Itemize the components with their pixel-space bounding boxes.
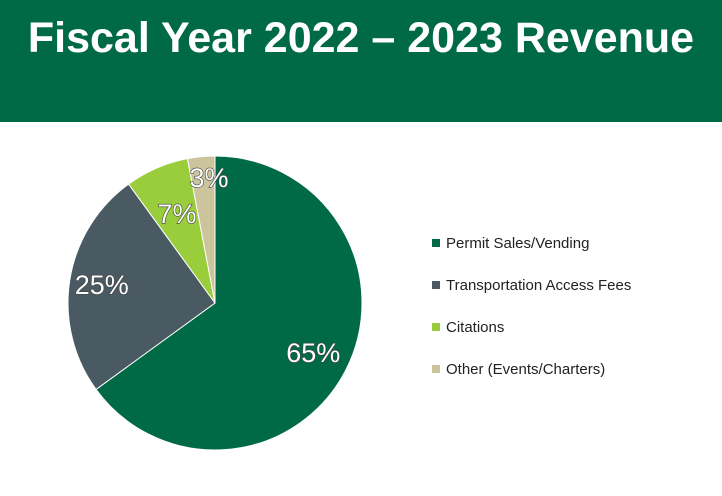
legend-item: Permit Sales/Vending [432,222,631,264]
legend-label: Permit Sales/Vending [446,234,590,252]
legend-label: Transportation Access Fees [446,276,632,294]
legend-label: Other (Events/Charters) [446,360,606,378]
legend-item: Transportation Access Fees [432,264,631,306]
chart-legend: Permit Sales/Vending Transportation Acces… [432,222,631,390]
legend-label: Citations [446,318,505,336]
title-banner: Fiscal Year 2022 – 2023 Revenue [0,0,722,122]
legend-swatch [432,365,440,373]
pie-slice-other-events-charters [186,155,216,304]
pie-chart: 65% 25% 7% 3% [67,155,363,451]
data-label-2: 7% [157,199,196,229]
legend-swatch [432,239,440,247]
data-label-0: 65% [286,338,340,368]
pie-slice-transportation-access-fees [67,183,216,391]
legend-swatch [432,281,440,289]
legend-swatch [432,323,440,331]
legend-item: Other (Events/Charters) [432,348,631,390]
page-title: Fiscal Year 2022 – 2023 Revenue [27,14,695,62]
data-label-3: 3% [189,163,228,193]
legend-item: Citations [432,306,631,348]
pie-slice-permit-sales-vending [95,155,363,451]
data-label-1: 25% [75,270,129,300]
